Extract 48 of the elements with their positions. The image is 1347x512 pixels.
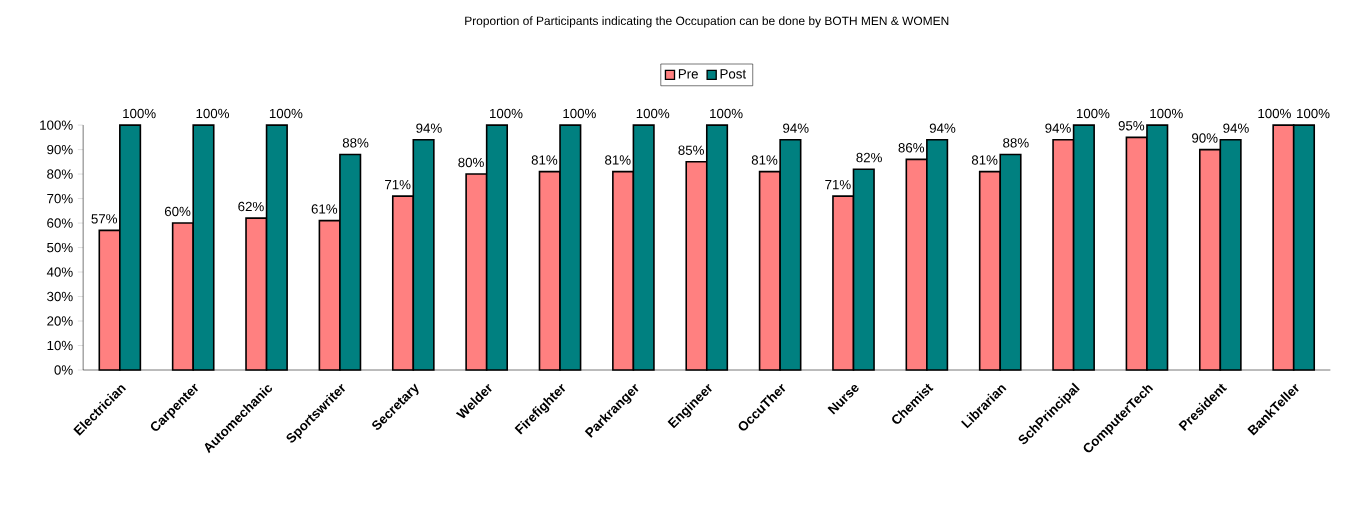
- data-label: 88%: [342, 138, 369, 148]
- data-label: 81%: [531, 155, 558, 165]
- data-label: 86%: [898, 143, 925, 153]
- data-label: 100%: [1297, 108, 1330, 119]
- data-label: 100%: [636, 108, 670, 119]
- data-label: 94%: [929, 123, 956, 133]
- chart-title: Proportion of Participants indicating the Occupation can be done by BOTH MEN & WOMEN: [465, 16, 949, 28]
- data-label: 100%: [563, 108, 596, 119]
- y-tick-label: 30%: [47, 291, 73, 302]
- data-label: 100%: [196, 108, 230, 119]
- data-label: 62%: [238, 201, 264, 212]
- data-label: 71%: [385, 179, 411, 190]
- data-label: 81%: [751, 155, 778, 165]
- legend-label: Post: [720, 69, 747, 79]
- data-label: 94%: [1223, 123, 1249, 133]
- data-label: 100%: [269, 108, 303, 119]
- y-tick-label: 70%: [47, 193, 73, 204]
- y-tick-label: 100%: [40, 120, 73, 130]
- data-label: 81%: [971, 155, 998, 165]
- data-label: 100%: [1258, 108, 1291, 119]
- data-label: 100%: [123, 108, 156, 119]
- data-label: 94%: [1045, 123, 1071, 133]
- data-label: 60%: [164, 206, 191, 217]
- data-label: 57%: [91, 214, 118, 224]
- y-tick-label: 40%: [46, 267, 73, 277]
- data-label: 90%: [1192, 133, 1218, 143]
- data-label: 82%: [856, 152, 882, 163]
- y-tick-label: 90%: [47, 144, 73, 155]
- data-label: 81%: [605, 155, 631, 165]
- legend-label: Pre: [678, 69, 698, 79]
- y-tick-label: 60%: [47, 218, 73, 228]
- data-label: 80%: [458, 157, 484, 168]
- data-label: 85%: [678, 145, 704, 155]
- y-tick-label: 0%: [54, 365, 73, 375]
- data-label: 94%: [783, 123, 809, 133]
- data-label: 88%: [1003, 138, 1029, 148]
- data-label: 100%: [710, 108, 743, 119]
- data-label: 94%: [416, 123, 442, 133]
- data-label: 100%: [1076, 108, 1110, 119]
- y-tick-label: 80%: [47, 169, 73, 179]
- y-tick-label: 50%: [47, 242, 73, 253]
- y-tick-label: 20%: [47, 316, 73, 326]
- data-label: 61%: [311, 204, 338, 214]
- y-tick-label: 10%: [47, 340, 73, 351]
- data-label: 100%: [490, 108, 523, 119]
- data-label: 100%: [1150, 108, 1183, 119]
- data-label: 71%: [825, 179, 851, 190]
- data-label: 95%: [1118, 120, 1145, 131]
